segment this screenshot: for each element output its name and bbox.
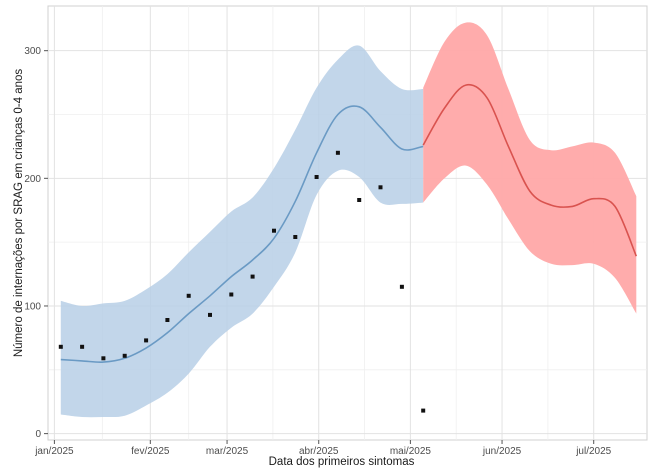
observed-point — [80, 344, 85, 349]
x-axis-title: Data dos primeiros sintomas — [269, 456, 415, 468]
forecast-confidence-band — [423, 22, 637, 314]
observed-point — [250, 274, 255, 279]
observed-point — [421, 408, 426, 413]
observed-point — [208, 312, 212, 317]
observed-point — [378, 185, 383, 190]
observed-point — [144, 338, 149, 343]
observed-point — [357, 198, 362, 202]
x-tick-label: mai/2025 — [390, 446, 432, 457]
fit-confidence-band — [60, 45, 424, 418]
point-layer — [58, 150, 426, 413]
forecast-line — [422, 83, 638, 257]
x-tick-label: abr/2025 — [299, 446, 339, 457]
fit-line — [60, 105, 424, 364]
x-tick-label: jul/2025 — [575, 446, 611, 457]
observed-point — [335, 150, 340, 155]
plot-panel-border — [47, 5, 648, 441]
observed-point — [165, 318, 170, 322]
x-tick-label: jun/2025 — [482, 446, 522, 457]
y-axis-title: Número de internações por SRAG em crianç… — [13, 69, 25, 358]
observed-point — [122, 353, 127, 358]
observed-point — [314, 175, 319, 179]
axis-layer: jan/2025 fev/2025 mar/2025 abr/2025 mai/2025… — [24, 46, 611, 457]
observed-point — [272, 228, 276, 233]
observed-point — [101, 356, 106, 361]
x-tick-label: mar/2025 — [206, 446, 249, 457]
y-tick-label: 100 — [24, 301, 41, 312]
band-layer — [60, 22, 637, 418]
y-tick-label: 0 — [35, 429, 41, 440]
y-tick-label: 200 — [24, 174, 41, 185]
line-layer — [60, 83, 638, 364]
x-tick-label: fev/2025 — [131, 446, 170, 457]
observed-point — [399, 284, 404, 289]
observed-point — [293, 235, 298, 239]
observed-point — [58, 344, 63, 349]
x-tick-label: jan/2025 — [34, 446, 74, 457]
observed-point — [186, 293, 191, 298]
y-tick-label: 300 — [24, 46, 41, 57]
observed-point — [229, 292, 234, 297]
